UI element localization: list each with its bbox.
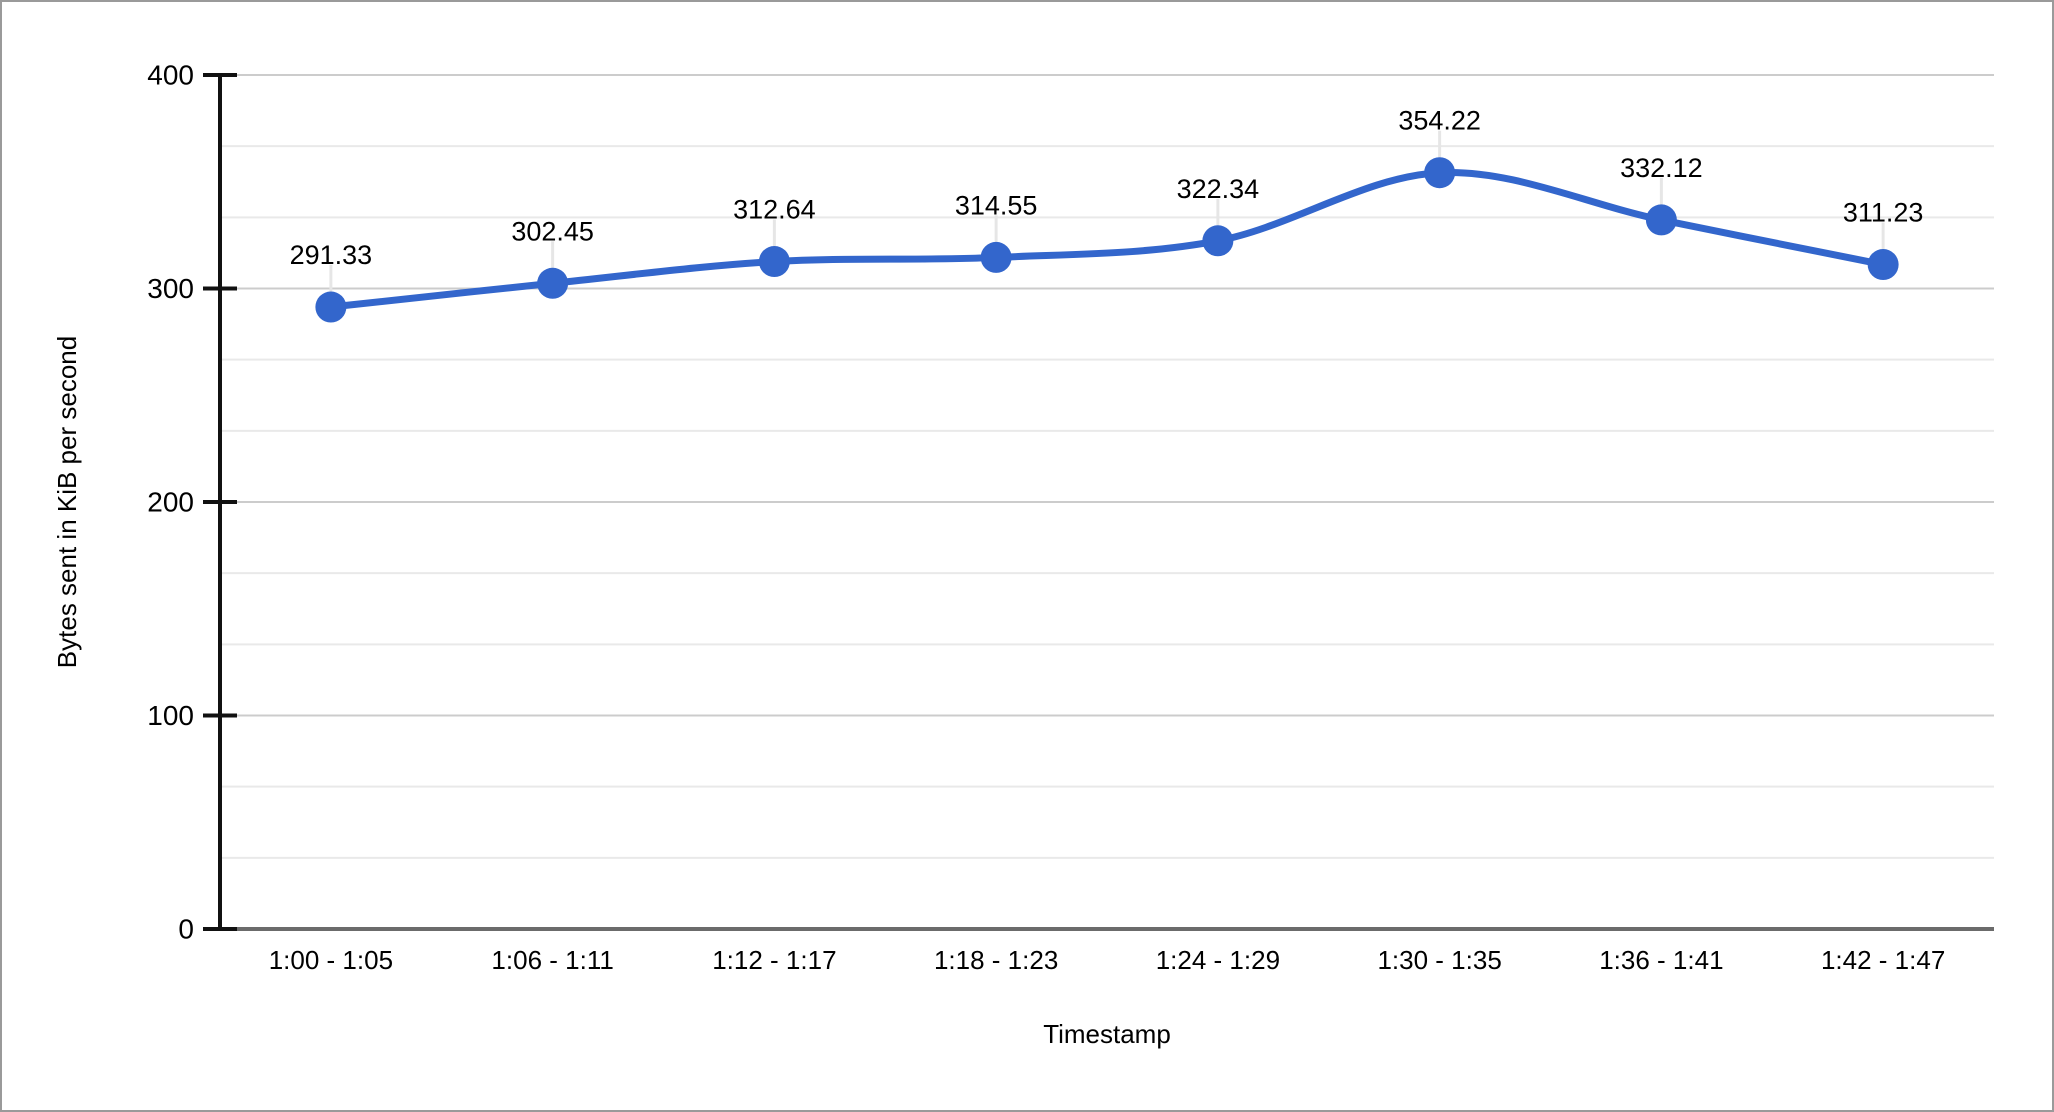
y-tick-label: 100	[147, 700, 194, 731]
point-label: 354.22	[1398, 106, 1481, 136]
x-tick-label: 1:12 - 1:17	[712, 945, 836, 975]
x-tick-label: 1:18 - 1:23	[934, 945, 1058, 975]
gridlines-layer	[220, 74, 1994, 931]
point-label: 311.23	[1843, 198, 1924, 228]
labels-layer: 0 100 200 300 400 1:00 - 1:05 1:06 - 1:11 1:12 …	[147, 60, 1945, 976]
point-label: 332.12	[1620, 153, 1703, 183]
y-tick-label: 200	[147, 487, 194, 518]
x-tick-label: 1:00 - 1:05	[269, 945, 393, 975]
point-label: 314.55	[955, 190, 1038, 220]
data-point[interactable]	[1645, 204, 1677, 236]
data-point[interactable]	[1202, 225, 1234, 257]
x-axis-title: Timestamp	[1043, 1019, 1171, 1049]
y-tick-label: 300	[147, 273, 194, 304]
y-tick-label: 400	[147, 60, 194, 91]
y-axis-title: Bytes sent in KiB per second	[52, 336, 82, 668]
x-tick-label: 1:30 - 1:35	[1377, 945, 1501, 975]
point-label: 322.34	[1177, 174, 1260, 204]
data-point[interactable]	[980, 241, 1012, 273]
x-tick-label: 1:24 - 1:29	[1156, 945, 1280, 975]
x-tick-label: 1:36 - 1:41	[1599, 945, 1723, 975]
point-label: 291.33	[290, 240, 373, 270]
data-point[interactable]	[1867, 249, 1899, 281]
data-point[interactable]	[537, 267, 569, 299]
x-tick-label: 1:42 - 1:47	[1821, 945, 1945, 975]
data-point[interactable]	[1424, 157, 1456, 189]
data-point[interactable]	[315, 291, 347, 323]
x-tick-label: 1:06 - 1:11	[491, 945, 613, 975]
point-label: 302.45	[511, 216, 594, 246]
data-point[interactable]	[758, 246, 790, 278]
axes-layer	[203, 73, 237, 931]
point-label: 312.64	[733, 195, 816, 225]
series-layer	[315, 130, 1899, 323]
y-tick-label: 0	[178, 914, 194, 945]
series-line	[327, 169, 1887, 311]
